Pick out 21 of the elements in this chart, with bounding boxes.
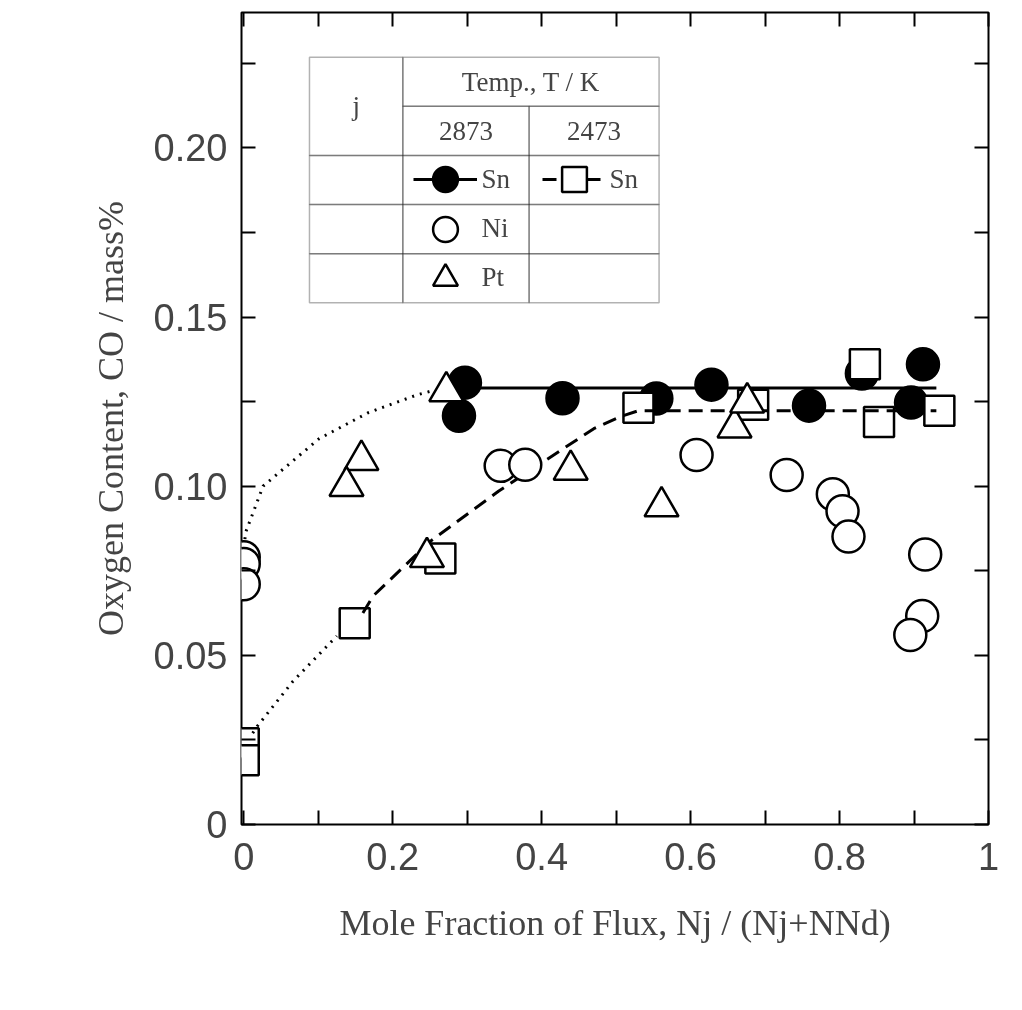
x-tick-label: 0.8 bbox=[813, 835, 866, 878]
legend-label: Sn bbox=[609, 162, 639, 196]
annotation: 2473 bbox=[567, 115, 622, 146]
legend-label: Ni bbox=[481, 212, 509, 246]
x-tick-label: 0.4 bbox=[515, 835, 569, 878]
x-tick-label: 1 bbox=[977, 835, 1000, 878]
y-tick-label: 0 bbox=[206, 804, 228, 846]
y-axis-title: Oxygen Content, CO / mass% bbox=[90, 201, 131, 636]
annotation: j bbox=[351, 91, 360, 122]
x-axis-title: Mole Fraction of Flux, Nj / (Nj+NNd) bbox=[339, 902, 891, 943]
legend-label: Sn bbox=[481, 162, 510, 196]
x-tick-label: 0.6 bbox=[664, 835, 718, 878]
y-tick-label: 0.15 bbox=[153, 296, 228, 339]
y-tick-label: 0.20 bbox=[153, 127, 228, 170]
y-tick-label: 0.05 bbox=[153, 634, 228, 677]
annotation: Temp., T / K bbox=[461, 66, 600, 97]
x-tick-label: 0.2 bbox=[366, 835, 420, 878]
annotation: 2873 bbox=[438, 115, 493, 146]
y-tick-label: 0.10 bbox=[153, 465, 228, 508]
x-tick-label: 0 bbox=[233, 835, 255, 878]
legend-label: Pt bbox=[481, 261, 504, 295]
